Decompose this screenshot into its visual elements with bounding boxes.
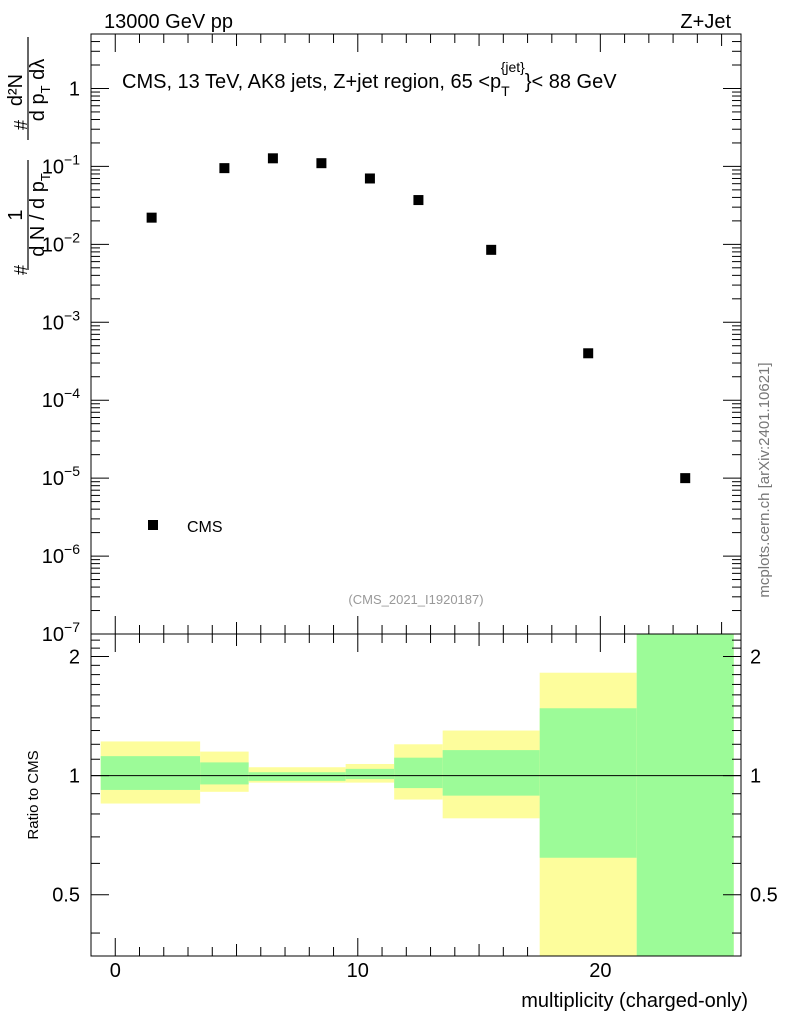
x-tick-labels: 0 10 20 (110, 960, 612, 982)
ratio-panel: 0.5 0.5 1 1 2 2 (52, 633, 778, 957)
ratio-tick-label: 1 (69, 766, 80, 788)
analysis-id: (CMS_2021_I1920187) (348, 592, 483, 607)
title-post: }< 88 GeV (525, 71, 617, 93)
main-frame (90, 33, 742, 635)
y-tick-label: 10−2 (42, 229, 80, 256)
ratio-tick-label: 0.5 (52, 885, 80, 907)
ratio-tick-label-right: 0.5 (750, 885, 778, 907)
y-axis-label: # 1 d N / d pT # d²N d pT dλ (5, 37, 53, 275)
ylabel-hash2: # (11, 120, 31, 130)
y-tick-labels: 1 10−1 10−2 10−3 10−4 10−5 10−6 10−7 (42, 78, 80, 646)
ratio-band-inner (442, 750, 540, 796)
data-points (146, 153, 691, 484)
ratio-band-inner (248, 772, 346, 781)
y-tick-label: 10−3 (42, 307, 80, 334)
data-point (364, 173, 375, 184)
data-point (219, 163, 230, 174)
y-tick-label: 10−4 (42, 385, 80, 412)
ratio-ticks (91, 639, 741, 934)
y-tick-label: 10−6 (42, 541, 80, 568)
data-point (146, 212, 157, 223)
ylabel-hash1: # (11, 265, 31, 275)
data-point (583, 348, 594, 359)
ratio-band-inner (636, 634, 734, 956)
chart-title: CMS, 13 TeV, AK8 jets, Z+jet region, 65 … (122, 59, 617, 99)
x-axis-label: multiplicity (charged-only) (521, 990, 748, 1012)
legend-label-cms: CMS (187, 519, 223, 536)
watermark: mcplots.cern.ch [arXiv:2401.10621] (756, 362, 773, 597)
ratio-band-inner (394, 757, 443, 789)
ylabel-frac1-num: 1 (5, 209, 27, 220)
ratio-tick-labels: 0.5 0.5 1 1 2 2 (52, 647, 778, 907)
title-sub: T (501, 83, 510, 99)
title-pre: CMS, 13 TeV, AK8 jets, Z+jet region, 65 … (122, 71, 501, 93)
x-tick-label: 0 (110, 960, 121, 982)
data-point (267, 153, 278, 164)
ratio-tick-label-right: 2 (750, 647, 761, 669)
ratio-bands (100, 634, 734, 956)
x-tick-label: 20 (589, 960, 611, 982)
ylabel-frac2-den: d pT dλ (27, 59, 53, 121)
y-tick-label: 10−5 (42, 463, 80, 490)
data-point (680, 473, 691, 484)
ratio-band-inner (200, 762, 249, 785)
main-panel: 1 10−1 10−2 10−3 10−4 10−5 10−6 10−7 (42, 33, 742, 956)
data-point (413, 195, 424, 206)
data-point (486, 244, 497, 255)
data-point (316, 158, 327, 169)
x-tick-label: 10 (347, 960, 369, 982)
ylabel-frac1-den: d N / d pT (27, 173, 53, 257)
header-right: Z+Jet (680, 11, 731, 33)
ratio-tick-label-right: 1 (750, 766, 761, 788)
ylabel-frac2-num: d²N (5, 74, 27, 106)
title-sup: {jet} (501, 59, 525, 75)
y-tick-label: 1 (69, 78, 80, 100)
y-tick-label: 10−7 (42, 619, 80, 646)
legend-marker-cms (148, 520, 158, 530)
legend: CMS (148, 519, 223, 536)
main-ticks (90, 33, 741, 956)
ratio-band-inner (100, 756, 201, 790)
ratio-y-label: Ratio to CMS (25, 750, 42, 839)
y-tick-label: 10−1 (42, 151, 80, 178)
ratio-band-inner (345, 768, 395, 780)
ratio-frame (90, 633, 742, 957)
ratio-tick-label: 2 (69, 647, 80, 669)
header-left: 13000 GeV pp (104, 11, 233, 33)
ratio-band-inner (539, 708, 637, 858)
